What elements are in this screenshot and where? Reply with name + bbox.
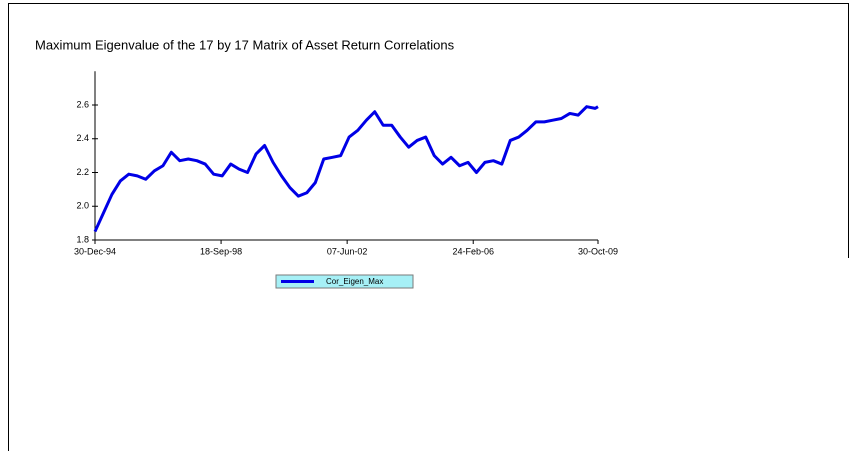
x-tick-label: 30-Dec-94 [74,246,116,256]
chart-title: Maximum Eigenvalue of the 17 by 17 Matri… [35,37,455,52]
data-line [93,105,599,233]
x-tick-label: 30-Oct-09 [578,246,618,256]
legend-box [275,274,414,289]
y-tick-label: 1.8 [76,234,89,244]
y-tick-label: 2.0 [76,201,89,211]
legend-label: Cor_Eigen_Max [326,277,383,286]
y-tick-label: 2.4 [76,133,89,143]
y-tick-label: 2.6 [76,99,89,109]
x-tick-label: 18-Sep-98 [200,246,242,256]
y-tick-label: 2.2 [76,167,89,177]
x-tick-label: 07-Jun-02 [327,246,368,256]
x-tick-label: 24-Feb-06 [452,246,494,256]
